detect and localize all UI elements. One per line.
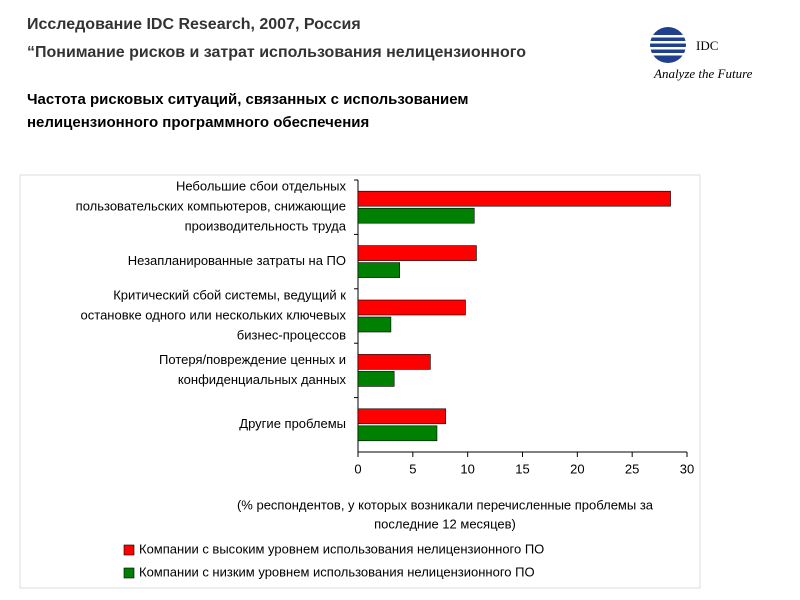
category-label: Другие проблемы	[239, 416, 346, 431]
legend-label: Компании с низким уровнем использования …	[139, 564, 535, 579]
logo-globe	[648, 27, 688, 63]
x-tick-label: 5	[409, 461, 416, 476]
bar	[357, 245, 477, 261]
bar	[357, 316, 392, 333]
category-label: бизнес-процессов	[237, 327, 346, 342]
category-label: пользовательских компьютеров, снижающие	[76, 199, 346, 214]
category-label: остановке одного или нескольких ключевых	[81, 307, 347, 322]
x-tick-label: 25	[625, 461, 639, 476]
header-title: Исследование IDC Research, 2007, Россия	[27, 16, 361, 33]
x-tick-label: 20	[570, 461, 584, 476]
x-tick-label: 10	[460, 461, 474, 476]
category-label: Незапланированные затраты на ПО	[128, 253, 346, 268]
x-tick-label: 15	[515, 461, 529, 476]
bar	[357, 190, 671, 207]
category-label: производительность труда	[185, 219, 347, 234]
bar	[357, 262, 400, 278]
bar	[357, 354, 431, 370]
logo-name: IDC	[696, 38, 718, 53]
header-subtitle: “Понимание рисков и затрат использования…	[27, 44, 526, 61]
x-tick-label: 30	[680, 461, 694, 476]
category-label: Потеря/повреждение ценных и	[159, 352, 346, 367]
category-label: Небольшие сбои отдельных	[176, 179, 347, 194]
bar	[357, 425, 438, 442]
logo-tagline: Analyze the Future	[653, 66, 753, 81]
legend-swatch	[123, 544, 135, 556]
category-label: Критический сбой системы, ведущий к	[113, 287, 346, 302]
bar	[357, 371, 395, 387]
x-axis-label: (% респондентов, у которых возникали пер…	[237, 497, 654, 512]
logo: IDC Analyze the Future	[624, 17, 790, 87]
legend-label: Компании с высоким уровнем использования…	[139, 541, 544, 556]
bar	[357, 207, 475, 224]
bar	[357, 408, 447, 425]
category-label: конфиденциальных данных	[178, 372, 347, 387]
bar	[357, 299, 466, 316]
x-axis-label: последние 12 месяцев)	[374, 516, 516, 531]
chart-title: Частота рисковых ситуаций, связанных с и…	[27, 91, 469, 131]
x-tick-label: 0	[354, 461, 361, 476]
legend-swatch	[123, 567, 135, 579]
